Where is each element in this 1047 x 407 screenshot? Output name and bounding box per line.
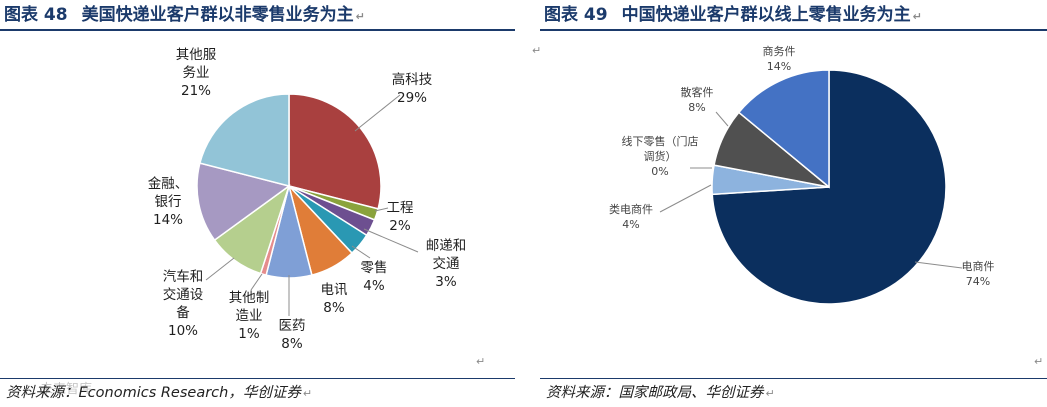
figure-49-title: 图表 49 中国快递业客户群以线上零售业务为主 ↵ [544, 4, 922, 26]
us-slice-label-7-line-3: 10% [168, 323, 198, 339]
us-leader-line-3 [351, 245, 371, 259]
watermark: 未来智库 [40, 382, 93, 397]
figure-48-panel: 图表 48 美国快递业客户群以非零售业务为主 ↵ 高科技 29% 工程 2% 邮递和交通 3%… [0, 0, 515, 407]
cn-slice-label-4: 商务件 14% [763, 44, 796, 73]
us-slice-label-2-line-2: 3% [435, 274, 457, 290]
cn-slice-label-3-line-0: 散客件 [681, 85, 714, 99]
cn-slice-label-2-line-2: 0% [651, 165, 668, 178]
us-leader-line-6 [250, 273, 263, 291]
us-slice-label-4-line-1: 8% [323, 300, 345, 316]
paragraph-mark-icon: ↵ [912, 10, 922, 23]
figure-49-number: 图表 49 [544, 5, 608, 25]
us-slice-label-5-line-1: 8% [281, 336, 303, 352]
us-slice-label-1-line-0: 工程 [387, 200, 414, 216]
us-slice-label-9-line-2: 21% [181, 83, 211, 99]
figure-49-panel: 图表 49 中国快递业客户群以线上零售业务为主 ↵ ↵ 电商件 74% 类电商件 4% 线下… [532, 0, 1047, 407]
cn-slice-label-3: 散客件 8% [681, 85, 714, 114]
us-leader-line-2 [363, 228, 419, 253]
figure-48-pie-chart: 高科技 29% 工程 2% 邮递和交通 3% 零售 4% 电讯 8% 医药 8% 其他制造业 1% 汽车和交… [148, 47, 467, 352]
us-leader-line-7 [205, 257, 235, 281]
paragraph-mark-icon: ↵ [765, 387, 775, 400]
paragraph-mark-icon: ↵ [355, 10, 365, 23]
us-slice-label-7-line-1: 交通设 [163, 286, 204, 303]
us-slice-label-7-line-2: 备 [176, 304, 190, 321]
us-slice-label-6: 其他制造业 1% [229, 290, 270, 342]
cn-slice-label-2: 线下零售（门店调货） 0% [622, 134, 699, 178]
cn-slice-label-0-line-0: 电商件 [962, 259, 995, 273]
cn-slice-label-1: 类电商件 4% [609, 202, 653, 231]
us-slice-label-7-line-0: 汽车和 [163, 268, 204, 285]
us-slice-label-9: 其他服务业 21% [176, 47, 217, 99]
us-slice-label-3-line-0: 零售 [361, 260, 388, 276]
us-slice-label-8-line-2: 14% [153, 212, 183, 228]
us-slice-label-9-line-1: 务业 [183, 65, 210, 81]
figure-49-source: 资料来源：国家邮政局、华创证券 ↵ [546, 383, 775, 403]
us-pie-slice-9 [198, 93, 290, 187]
figure-48-number: 图表 48 [4, 5, 68, 25]
cn-pie-slice-4 [737, 69, 830, 189]
us-slice-label-2-line-0: 邮递和 [426, 238, 467, 254]
us-slice-label-2-line-1: 交通 [433, 255, 460, 272]
us-slice-label-6-line-0: 其他制 [229, 290, 270, 306]
figure-48-title-rule [0, 29, 515, 31]
cn-slice-label-3-line-1: 8% [688, 101, 705, 114]
us-slice-label-8: 金融、银行 14% [148, 176, 189, 228]
us-slice-label-9-line-0: 其他服 [176, 47, 217, 63]
us-slice-label-6-line-2: 1% [238, 326, 260, 342]
paragraph-mark-icon: ↵ [532, 44, 542, 57]
figure-48-bottom-rule [0, 378, 515, 379]
us-leader-line-1 [374, 207, 389, 212]
cn-leader-line-0 [914, 261, 963, 269]
figure-49-pie-chart: 电商件 74% 类电商件 4% 线下零售（门店调货） 0% 散客件 8% 商务件 14% [609, 44, 995, 305]
paragraph-mark-icon: ↵ [476, 355, 486, 368]
paragraph-mark-icon: ↵ [302, 387, 313, 400]
us-leader-line-0 [354, 94, 401, 132]
cn-slice-label-1-line-1: 4% [622, 218, 639, 231]
cn-slice-label-0-line-1: 74% [966, 275, 990, 288]
us-slice-label-5: 医药 8% [279, 318, 306, 352]
us-slice-label-1: 工程 2% [387, 200, 414, 234]
us-slice-label-1-line-1: 2% [389, 218, 411, 234]
us-slice-label-6-line-1: 造业 [236, 308, 263, 324]
figure-49-source-text: 资料来源：国家邮政局、华创证券 [546, 385, 764, 401]
us-slice-label-0: 高科技 29% [392, 71, 433, 106]
paragraph-mark-icon: ↵ [1034, 355, 1044, 368]
figure-48-title: 图表 48 美国快递业客户群以非零售业务为主 ↵ [4, 4, 365, 26]
us-slice-label-2: 邮递和交通 3% [426, 238, 467, 290]
us-slice-label-7: 汽车和交通设备 10% [163, 268, 204, 339]
cn-slice-label-1-line-0: 类电商件 [609, 202, 653, 216]
figure-48-title-text: 美国快递业客户群以非零售业务为主 [81, 5, 354, 25]
cn-leader-line-1 [659, 184, 712, 213]
us-slice-label-0-line-0: 高科技 [392, 71, 433, 88]
us-slice-label-5-line-0: 医药 [279, 318, 306, 334]
cn-slice-label-2-line-0: 线下零售（门店 [622, 134, 699, 148]
cn-leader-line-3 [715, 111, 729, 127]
cn-slice-label-0: 电商件 74% [962, 259, 995, 288]
us-slice-label-3: 零售 4% [361, 260, 388, 294]
us-pie-slice-8 [196, 162, 291, 242]
figure-49-title-text: 中国快递业客户群以线上零售业务为主 [621, 5, 911, 25]
us-pie-slice-0 [288, 93, 382, 210]
figure-49-bottom-rule [540, 378, 1047, 379]
us-slice-label-0-line-1: 29% [397, 90, 427, 106]
us-slice-label-3-line-1: 4% [363, 278, 385, 294]
cn-slice-label-4-line-1: 14% [767, 60, 791, 73]
figure-48-source: 资料来源：Economics Research，华创证券 ↵ [6, 383, 312, 403]
us-slice-label-8-line-0: 金融、 [148, 176, 189, 192]
us-slice-label-4: 电讯 8% [321, 282, 348, 316]
figure-48-source-text: 资料来源：Economics Research，华创证券 [6, 385, 301, 401]
cn-slice-label-4-line-0: 商务件 [763, 44, 796, 58]
us-slice-label-4-line-0: 电讯 [321, 282, 348, 298]
figure-49-title-rule [540, 29, 1047, 31]
us-slice-label-8-line-1: 银行 [155, 194, 182, 210]
cn-slice-label-2-line-1: 调货） [644, 149, 677, 163]
